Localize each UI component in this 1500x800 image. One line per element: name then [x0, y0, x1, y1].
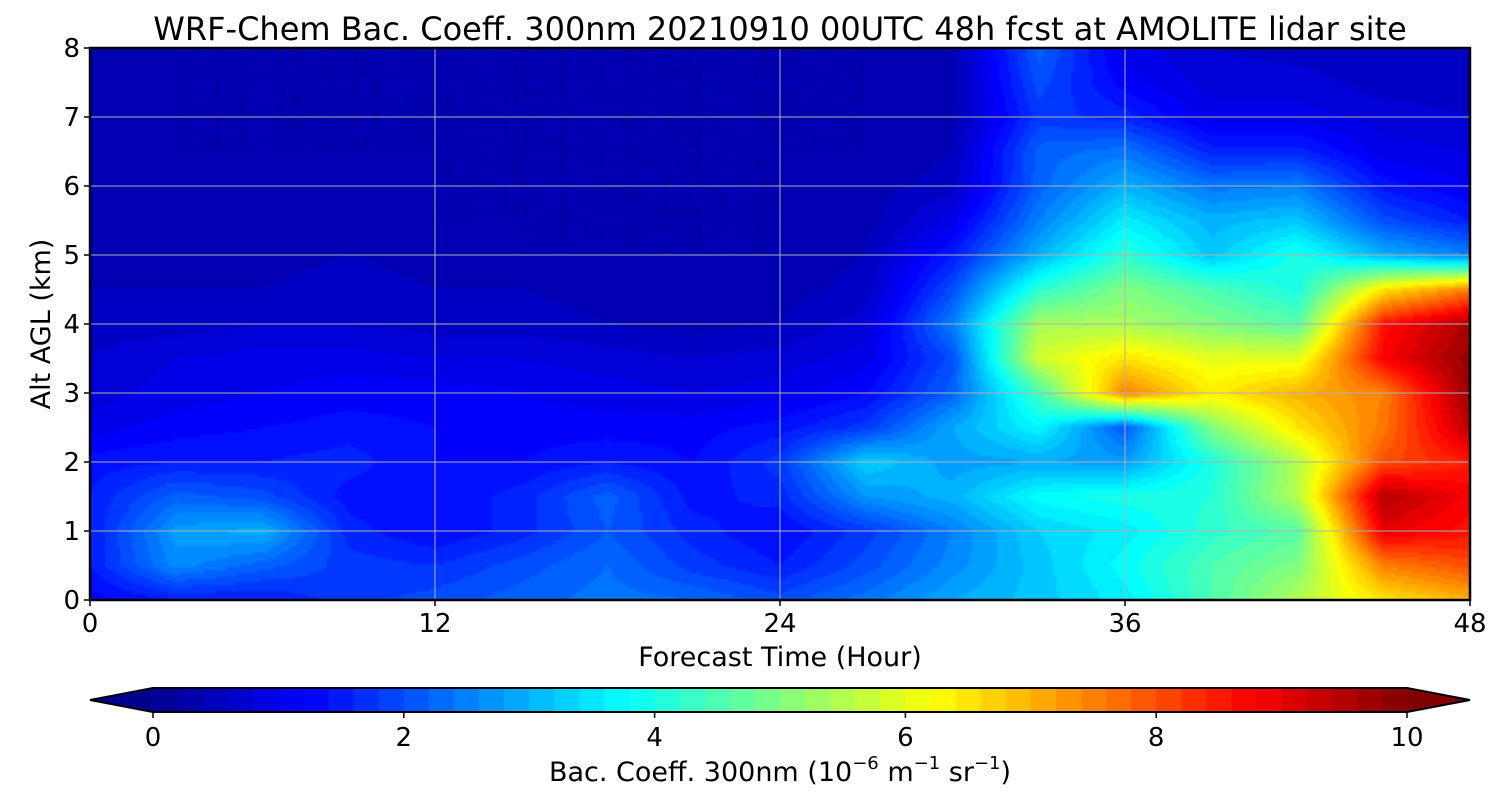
y-axis-ticks: 0 1 2 3 4 5 6 7 8: [63, 34, 90, 616]
colorbar-tick-label: 8: [1148, 723, 1165, 753]
colorbar-label-exp3: −1: [974, 753, 1001, 774]
colorbar-level: [1131, 688, 1157, 712]
colorbar-level: [1030, 688, 1057, 712]
colorbar-level: [228, 688, 254, 712]
y-axis-label: Alt AGL (km): [26, 239, 57, 410]
colorbar-label-end: ): [1000, 757, 1011, 788]
y-tick-label: 4: [63, 310, 80, 340]
colorbar-label-exp2: −1: [914, 753, 941, 774]
colorbar-level: [403, 688, 430, 712]
y-tick-label: 0: [63, 586, 80, 616]
colorbar-level: [729, 688, 756, 712]
colorbar-tick-label: 0: [145, 723, 162, 753]
colorbar-label-main: Bac. Coeff. 300nm (10: [549, 757, 852, 788]
colorbar-level: [453, 688, 480, 712]
x-tick-label: 48: [1453, 609, 1486, 639]
colorbar-level: [328, 688, 355, 712]
colorbar-level: [679, 688, 706, 712]
y-tick-label: 3: [63, 379, 80, 409]
colorbar-extend-max: [1407, 688, 1470, 712]
colorbar-label-mid1: m: [879, 757, 914, 788]
x-tick-label: 36: [1108, 609, 1141, 639]
colorbar-level: [1181, 688, 1207, 712]
colorbar-label-mid2: sr: [940, 757, 975, 788]
colorbar-level: [378, 688, 405, 712]
colorbar-level: [1331, 688, 1358, 712]
colorbar-level: [253, 688, 279, 712]
colorbar-label: Bac. Coeff. 300nm (10−6 m−1 sr−1): [549, 753, 1011, 788]
colorbar-level: [504, 688, 530, 712]
y-tick-label: 7: [63, 103, 80, 133]
x-tick-label: 24: [763, 609, 796, 639]
colorbar-level: [780, 688, 806, 712]
x-axis-ticks: 0 12 24 36 48: [82, 600, 1487, 639]
colorbar-level: [654, 688, 681, 712]
colorbar-level: [1005, 688, 1032, 712]
colorbar-level: [805, 688, 831, 712]
colorbar-extend-min: [90, 688, 153, 712]
colorbar-level: [1281, 688, 1308, 712]
colorbar-level: [980, 688, 1007, 712]
colorbar-level: [1106, 688, 1132, 712]
y-tick-label: 2: [63, 448, 80, 478]
colorbar-level: [754, 688, 781, 712]
x-axis-label: Forecast Time (Hour): [638, 642, 922, 673]
colorbar-level: [830, 688, 856, 712]
colorbar-level: [529, 688, 555, 712]
colorbar-level: [629, 688, 656, 712]
colorbar-level: [930, 688, 957, 712]
colorbar-level: [479, 688, 505, 712]
x-tick-label: 12: [418, 609, 451, 639]
colorbar-label-exp1: −6: [852, 753, 879, 774]
colorbar-level: [353, 688, 380, 712]
y-tick-label: 6: [63, 172, 80, 202]
colorbar-tick-label: 10: [1390, 723, 1423, 753]
colorbar-tick-label: 6: [897, 723, 914, 753]
colorbar-level: [554, 688, 580, 712]
colorbar-level: [955, 688, 982, 712]
colorbar-level: [880, 688, 906, 712]
colorbar: 0 2 4 6 8 10: [89, 687, 1471, 753]
colorbar-level: [428, 688, 455, 712]
y-tick-label: 5: [63, 241, 80, 271]
colorbar-level: [1206, 688, 1233, 712]
colorbar-tick-label: 2: [396, 723, 413, 753]
colorbar-level: [855, 688, 881, 712]
colorbar-level: [905, 688, 932, 712]
colorbar-level: [1256, 688, 1283, 712]
y-tick-label: 8: [63, 34, 80, 64]
colorbar-level: [1306, 688, 1333, 712]
colorbar-level: [1055, 688, 1082, 712]
colorbar-tick-label: 4: [646, 723, 663, 753]
colorbar-level: [1356, 688, 1383, 712]
colorbar-level: [704, 688, 731, 712]
colorbar-level: [1381, 688, 1408, 712]
colorbar-level: [303, 688, 330, 712]
y-tick-label: 1: [63, 517, 80, 547]
colorbar-level: [1231, 688, 1258, 712]
colorbar-level: [203, 688, 229, 712]
x-tick-label: 0: [82, 609, 99, 639]
chart-title: WRF-Chem Bac. Coeff. 300nm 20210910 00UT…: [153, 10, 1407, 48]
colorbar-level: [1080, 688, 1107, 712]
colorbar-level: [153, 688, 179, 712]
colorbar-level: [579, 688, 606, 712]
colorbar-level: [1156, 688, 1182, 712]
colorbar-level: [604, 688, 631, 712]
colorbar-level: [278, 688, 305, 712]
colorbar-level: [178, 688, 204, 712]
